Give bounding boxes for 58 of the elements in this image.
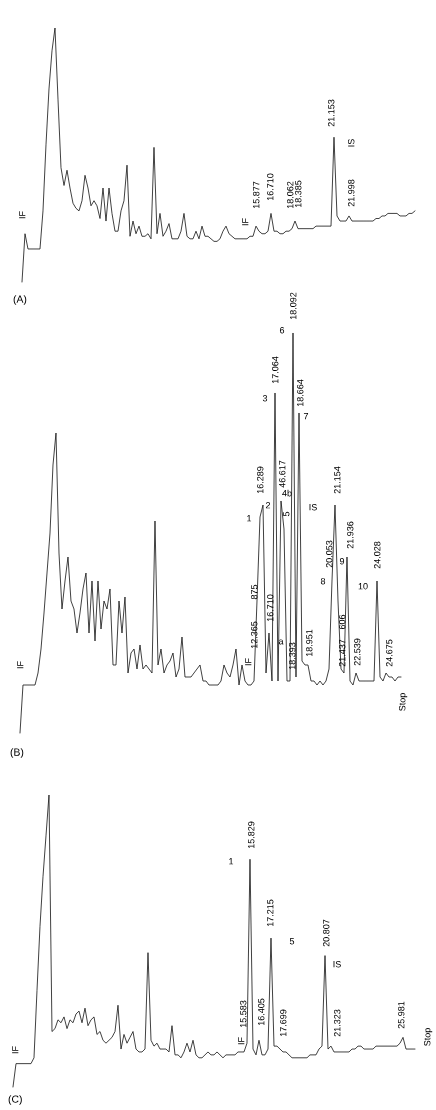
annotation: 15.583 (240, 1000, 247, 1028)
annotation: 22.539 (354, 638, 361, 666)
annotation: 24.028 (374, 541, 381, 569)
annotation: 12.365 (251, 621, 258, 649)
annotation: 16.710 (267, 173, 274, 201)
annotation: 21.936 (347, 521, 354, 549)
annotation: 606 (339, 614, 346, 630)
annotation: 15.877 (253, 181, 260, 209)
annotation: 20.053 (326, 540, 333, 568)
annotation: a (278, 639, 284, 645)
text: (A) (13, 295, 27, 305)
annotation: 2 (265, 502, 271, 509)
annotation: 46.617 (279, 460, 286, 488)
annotation: IF (242, 218, 249, 226)
annotation: 18.385 (295, 180, 302, 208)
annotation: 8 (320, 578, 326, 585)
annotation: IF (19, 211, 26, 219)
annotation: IF (245, 658, 252, 666)
annotation: 21.154 (334, 466, 341, 494)
annotation: 20.807 (323, 919, 330, 947)
annotation: 21.153 (328, 99, 335, 127)
annotation: 5 (289, 938, 295, 945)
annotation: 6 (279, 327, 285, 334)
annotation: IS (309, 504, 317, 511)
annotation: 1 (247, 515, 252, 522)
text: (C) (8, 1095, 22, 1105)
annotation: 25.981 (398, 1001, 405, 1029)
annotation: 875 (251, 584, 258, 600)
annotation: 17.064 (272, 356, 279, 384)
annotation: 9 (339, 558, 345, 565)
annotation: 21.437 (339, 639, 346, 667)
annotation: IF (12, 1046, 19, 1054)
text: Stop (424, 1028, 433, 1046)
annotation: 18.062 (287, 181, 294, 209)
annotation: 15.829 (248, 821, 255, 849)
annotation: 18.664 (297, 379, 304, 407)
annotation: 3 (262, 395, 268, 402)
annotation: 18.393 (289, 642, 296, 670)
annotation: 17.699 (280, 1009, 287, 1037)
annotation: 5 (283, 511, 290, 517)
annotation: 24.675 (386, 639, 393, 667)
annotation: 16.289 (257, 466, 264, 494)
annotation: 7 (303, 413, 309, 420)
annotation: 10 (358, 583, 368, 590)
annotation: Stop (399, 693, 408, 711)
annotation: IF (238, 1037, 245, 1045)
annotation: 16.710 (267, 594, 274, 622)
text: (B) (10, 748, 24, 758)
annotation: 21.998 (348, 179, 355, 207)
text: 18.092 (290, 292, 297, 320)
annotation: 21.323 (334, 1009, 341, 1037)
annotation: 1 (229, 858, 234, 865)
annotation: 16.405 (258, 998, 265, 1026)
annotation: 17.215 (267, 899, 274, 927)
annotation: IS (348, 139, 355, 147)
annotation: IF (17, 661, 24, 669)
annotation: IS (333, 961, 341, 968)
annotation: 18.951 (306, 629, 313, 657)
